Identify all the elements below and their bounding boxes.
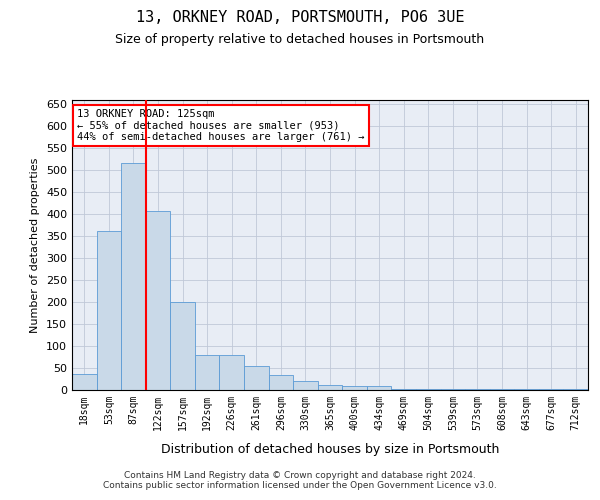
Bar: [121, 163, 146, 390]
Bar: [465, 388, 490, 390]
Bar: [440, 388, 465, 390]
Bar: [539, 388, 563, 390]
Bar: [318, 385, 342, 390]
Bar: [416, 388, 440, 390]
Bar: [563, 388, 588, 390]
Bar: [514, 388, 539, 390]
Bar: [97, 230, 121, 390]
Bar: [342, 386, 367, 390]
Bar: [146, 210, 170, 390]
Bar: [195, 355, 220, 390]
Text: 13 ORKNEY ROAD: 125sqm
← 55% of detached houses are smaller (953)
44% of semi-de: 13 ORKNEY ROAD: 125sqm ← 55% of detached…: [77, 108, 365, 142]
Bar: [293, 381, 318, 390]
Bar: [170, 302, 195, 390]
Bar: [490, 388, 514, 390]
Text: Distribution of detached houses by size in Portsmouth: Distribution of detached houses by size …: [161, 442, 499, 456]
Text: Contains HM Land Registry data © Crown copyright and database right 2024.
Contai: Contains HM Land Registry data © Crown c…: [103, 470, 497, 490]
Bar: [244, 366, 269, 390]
Bar: [269, 375, 293, 390]
Bar: [72, 374, 97, 390]
Y-axis label: Number of detached properties: Number of detached properties: [31, 158, 40, 332]
Text: 13, ORKNEY ROAD, PORTSMOUTH, PO6 3UE: 13, ORKNEY ROAD, PORTSMOUTH, PO6 3UE: [136, 10, 464, 25]
Bar: [367, 386, 391, 390]
Bar: [220, 355, 244, 390]
Bar: [391, 388, 416, 390]
Text: Size of property relative to detached houses in Portsmouth: Size of property relative to detached ho…: [115, 32, 485, 46]
